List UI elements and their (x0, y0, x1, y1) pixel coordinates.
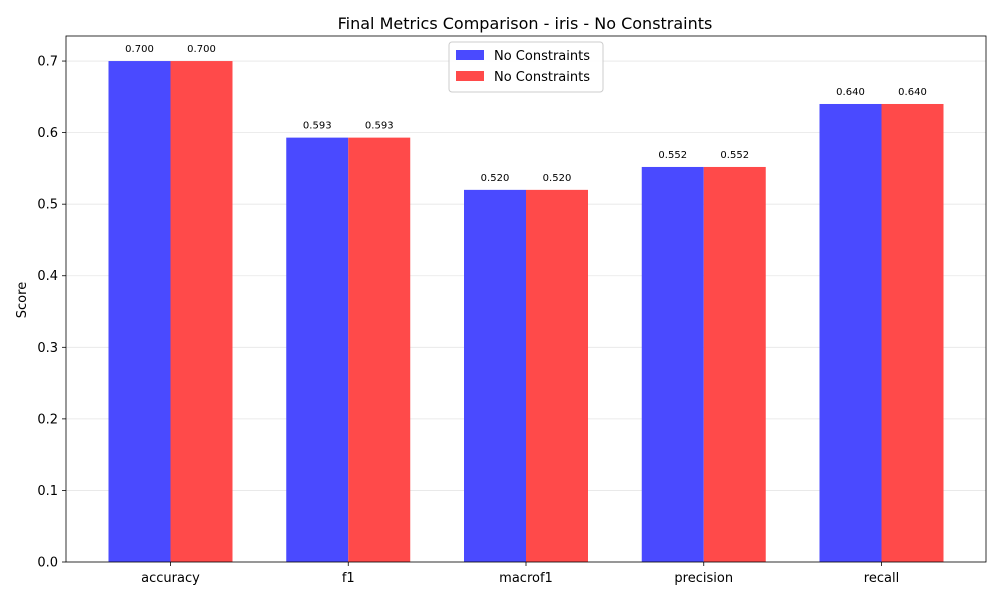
bar (348, 137, 411, 562)
x-tick-label: recall (864, 571, 899, 586)
chart-title: Final Metrics Comparison - iris - No Con… (338, 14, 713, 33)
bar (641, 166, 704, 563)
legend: No Constraints No Constraints (448, 41, 604, 93)
y-tick-label: 0.4 (37, 269, 58, 284)
bar-value-label: 0.593 (365, 121, 394, 132)
bar-value-label: 0.552 (720, 150, 749, 161)
x-tick-label: f1 (342, 571, 355, 586)
bar (464, 189, 526, 562)
bar-value-label: 0.552 (658, 150, 687, 161)
y-axis-label: Score (15, 282, 30, 318)
bar (819, 103, 882, 563)
bar (108, 61, 171, 563)
y-tick-label: 0.6 (37, 126, 58, 141)
x-tick-label: macrof1 (499, 571, 553, 586)
plot-frame (65, 35, 987, 563)
bar (881, 103, 944, 563)
data-labels: 0.700 0.593 0.520 0.552 0.640 0.700 0.593 0.520… (125, 44, 927, 184)
bar (170, 61, 233, 563)
y-tick-label: 0.3 (37, 341, 58, 356)
bars (108, 61, 944, 563)
y-tick-label: 0.1 (37, 484, 58, 499)
bar (526, 189, 588, 562)
axes: 0.0 0.1 0.2 0.3 0.4 0.5 0.6 0.7 accuracy f1 macrof… (37, 35, 987, 586)
x-tick-label: accuracy (141, 571, 200, 586)
y-tick-label: 0.5 (37, 198, 58, 213)
bar-value-label: 0.520 (543, 173, 572, 184)
bar-value-label: 0.520 (481, 173, 510, 184)
legend-label: No Constraints (494, 49, 590, 64)
bar-value-label: 0.593 (303, 121, 332, 132)
bar (286, 137, 349, 562)
bar-value-label: 0.640 (898, 87, 927, 98)
legend-label: No Constraints (494, 70, 590, 85)
x-tick-label: precision (674, 571, 733, 586)
bar-value-label: 0.700 (125, 44, 154, 55)
legend-swatch (456, 71, 484, 81)
bar-value-label: 0.700 (187, 44, 216, 55)
legend-box (448, 41, 604, 93)
legend-swatch (456, 50, 484, 60)
y-tick-label: 0.2 (37, 412, 58, 427)
bar-value-label: 0.640 (836, 87, 865, 98)
y-tick-label: 0.7 (37, 55, 58, 70)
y-tick-label: 0.0 (37, 556, 58, 571)
bar (703, 166, 766, 563)
